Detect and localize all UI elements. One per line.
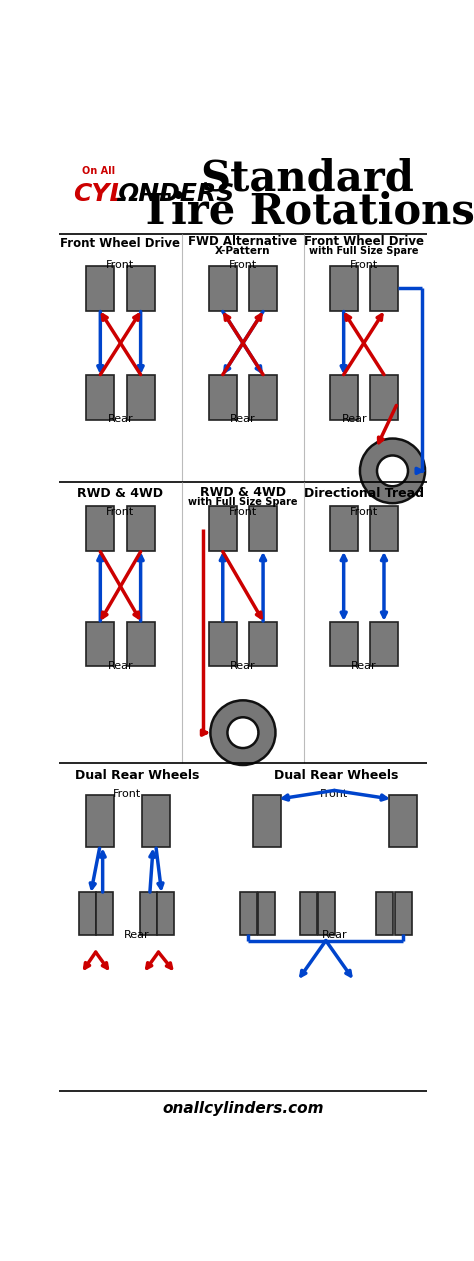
Text: Rear: Rear <box>321 931 347 941</box>
Bar <box>395 893 412 934</box>
Text: Front Wheel Drive: Front Wheel Drive <box>61 237 181 250</box>
Text: Rear: Rear <box>230 415 256 424</box>
Text: Front Wheel Drive: Front Wheel Drive <box>304 235 424 248</box>
Bar <box>127 506 155 551</box>
Bar <box>330 506 357 551</box>
Text: Rear: Rear <box>342 415 367 424</box>
Text: Rear: Rear <box>230 661 256 671</box>
Text: Front: Front <box>350 507 378 517</box>
Bar <box>209 376 237 420</box>
Text: with Full Size Spare: with Full Size Spare <box>188 497 298 507</box>
Bar <box>86 622 114 667</box>
Text: with Full Size Spare: with Full Size Spare <box>309 246 419 256</box>
Text: On All: On All <box>82 165 116 175</box>
Text: Front: Front <box>229 260 257 270</box>
Bar <box>249 506 277 551</box>
Bar <box>140 893 157 934</box>
Text: Front: Front <box>229 507 257 517</box>
Bar <box>86 266 114 310</box>
Text: Front: Front <box>106 260 135 270</box>
Bar <box>249 622 277 667</box>
Bar <box>96 893 113 934</box>
Bar <box>249 266 277 310</box>
Bar <box>253 794 281 847</box>
Text: Front: Front <box>350 260 378 270</box>
Bar <box>370 622 398 667</box>
Bar <box>127 376 155 420</box>
Bar <box>376 893 393 934</box>
Text: Rear: Rear <box>351 661 377 671</box>
Bar <box>209 266 237 310</box>
Text: Tire Rotations: Tire Rotations <box>140 190 474 232</box>
Text: RWD & 4WD: RWD & 4WD <box>200 485 286 499</box>
Text: RWD & 4WD: RWD & 4WD <box>77 488 164 501</box>
Bar <box>240 893 257 934</box>
Bar <box>86 376 114 420</box>
Text: Dual Rear Wheels: Dual Rear Wheels <box>74 768 199 782</box>
Bar <box>209 622 237 667</box>
Text: Rear: Rear <box>108 415 133 424</box>
Bar <box>209 506 237 551</box>
Text: Rear: Rear <box>124 931 150 941</box>
Text: Dual Rear Wheels: Dual Rear Wheels <box>274 768 398 782</box>
Text: Front: Front <box>106 507 135 517</box>
Text: X-Pattern: X-Pattern <box>215 246 271 256</box>
Bar <box>370 376 398 420</box>
Bar <box>127 266 155 310</box>
Bar <box>249 376 277 420</box>
Bar <box>142 794 170 847</box>
Bar <box>300 893 317 934</box>
Bar <box>330 376 357 420</box>
Bar <box>370 506 398 551</box>
Bar <box>318 893 335 934</box>
Text: Rear: Rear <box>108 661 133 671</box>
Bar <box>389 794 417 847</box>
Text: onallcylinders.com: onallcylinders.com <box>162 1101 324 1116</box>
Text: Directional Tread: Directional Tread <box>304 488 424 501</box>
Bar <box>330 622 357 667</box>
Bar <box>127 622 155 667</box>
Bar <box>157 893 174 934</box>
Text: CYL: CYL <box>73 182 126 206</box>
Bar <box>258 893 275 934</box>
Bar <box>79 893 96 934</box>
Text: Front: Front <box>320 789 348 799</box>
Text: ΩNDERS: ΩNDERS <box>118 182 235 206</box>
Bar <box>370 266 398 310</box>
Text: FWD Alternative: FWD Alternative <box>188 235 298 248</box>
Bar <box>86 794 113 847</box>
Text: Standard: Standard <box>201 158 414 199</box>
Bar <box>86 506 114 551</box>
Bar <box>330 266 357 310</box>
Text: Front: Front <box>112 789 141 799</box>
